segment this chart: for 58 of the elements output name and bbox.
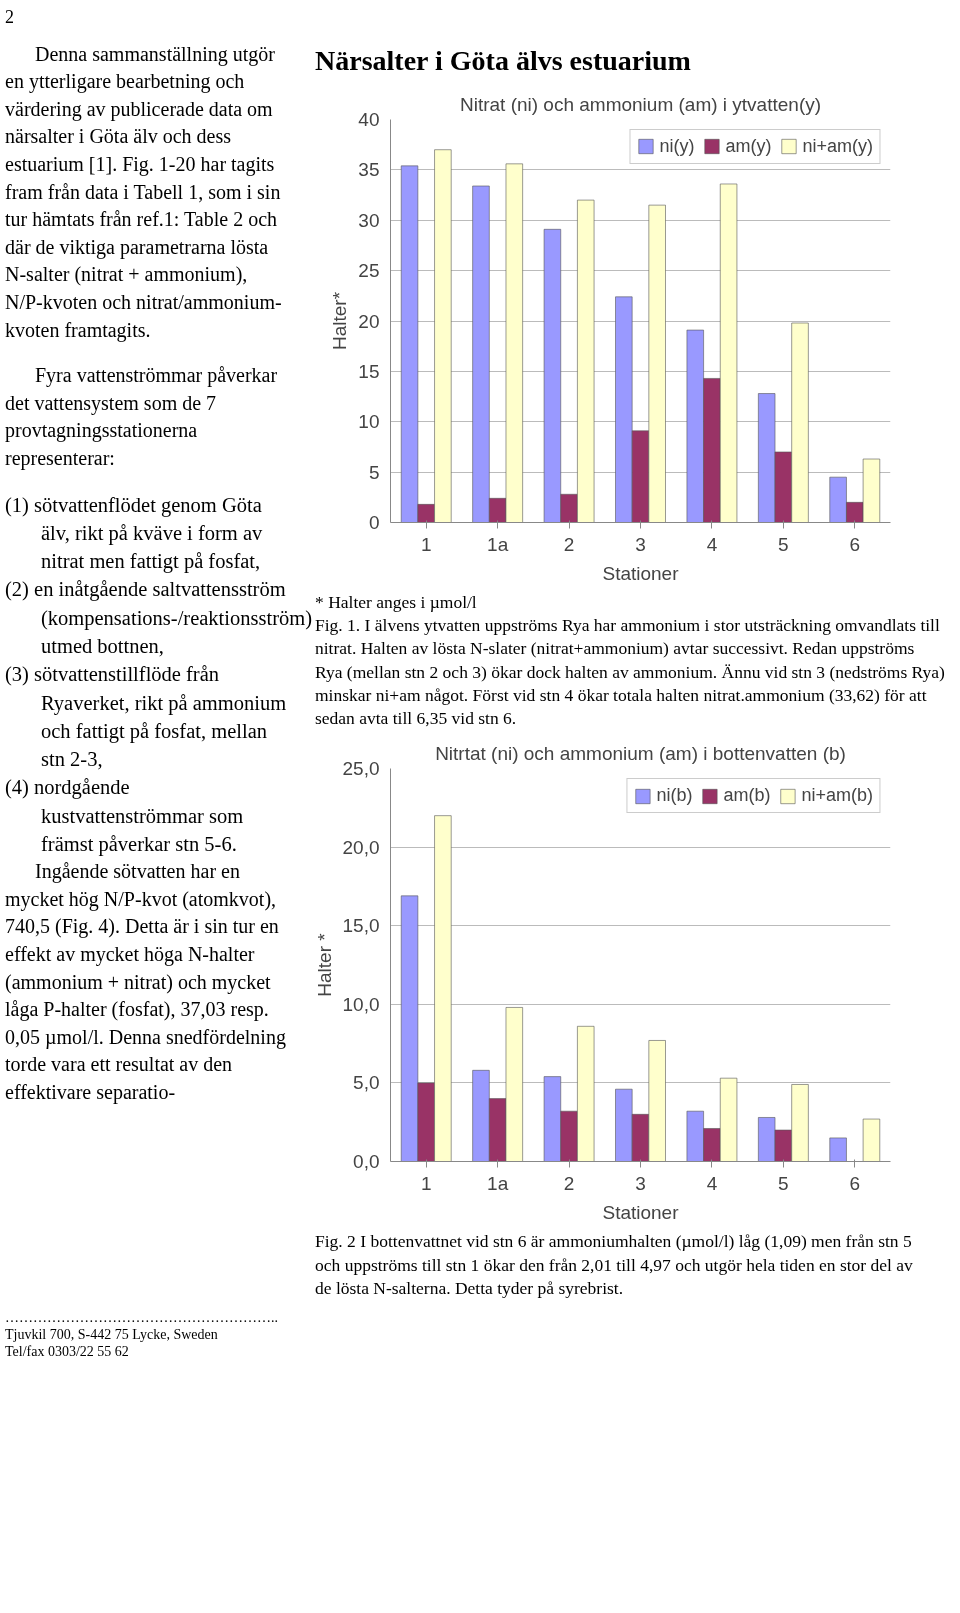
legend-label: ni(y) [659,135,695,157]
text: (1) sötvattenflödet genom Göta älv, rikt på kväve i form av nitrat men fattigt på fosfat, [5,492,264,575]
y-tick-label: 20 [358,310,380,332]
y-tick-label: 5 [368,461,380,483]
y-tick-label: 20,0 [342,836,380,858]
y-axis-title: Halter * [313,933,335,997]
y-tick-label: 0,0 [353,1151,380,1173]
chart-title: Nitrtat (ni) och ammonium (am) i bottenvatten (b) [435,742,846,764]
text: Denna sammanställning utgör en ytterligare bearbetning och värdering av publicerade data om närsalter i Göta älv och dess estuarium [1]. Fig. 1-20 har tagits fram från data i Tabell 1, som i sin tur hämtats från ref.1: Table 2 och där de viktiga parametrarna lösta N-salter (nitrat + ammonium), N/P-kvoten och nitrat/ammonium-kvoten framtagits. [5,42,282,341]
y-tick-label: 25,0 [342,758,380,780]
y-tick-label: 0 [368,511,380,533]
text: Tel/fax 0303/22 55 62 [5,1343,130,1361]
legend-label: ni(b) [656,785,693,807]
x-tick-label: 1 [420,1172,432,1194]
y-tick-label: 5,0 [353,1072,380,1094]
y-tick-label: 40 [358,108,380,130]
text: * Halter anges i µmol/l [315,590,478,614]
x-tick-label: 2 [563,1172,575,1194]
x-tick-label: 1a [487,533,509,555]
y-tick-label: 30 [358,209,380,231]
legend-label: ni+am(b) [801,785,873,807]
x-tick-label: 4 [706,533,718,555]
text: (4) nordgående kustvattenströmmar som främst påverkar stn 5-6. [5,775,245,858]
text: (3) sötvattenstillflöde från Ryaverket, rikt på ammonium och fattigt på fosfat, mellan stn 2-3, [5,662,287,773]
text: Tjuvkil 700, S-442 75 Lycke, Sweden [5,1326,219,1344]
y-tick-label: 35 [358,159,380,181]
x-tick-label: 2 [563,533,575,555]
x-tick-label: 3 [635,1172,646,1194]
bar [829,1137,847,1162]
text: (2) en inåtgående saltvattensström (kompensations-/reaktionsström) utmed bottnen, [5,577,313,659]
x-tick-label: 5 [778,1172,789,1194]
legend-label: ni+am(y) [802,135,873,157]
y-tick-label: 25 [358,259,380,281]
legend-label: am(y) [725,135,772,157]
x-tick-label: 6 [849,1172,861,1194]
x-tick-label: 3 [635,533,646,555]
y-tick-label: 10,0 [342,994,380,1016]
text: ………………………………………………….. [5,1310,278,1327]
x-tick-label: 1a [487,1172,509,1194]
chart-title: Nitrat (ni) och ammonium (am) i ytvatten(y) [459,93,822,115]
text: 2 [5,6,14,29]
y-tick-label: 15,0 [342,915,380,937]
text: Fyra vattenströmmar påverkar det vattensystem som de 7 provtagningsstationerna representerar: [5,363,279,472]
caption: Fig. 2 I bottenvattnet vid stn 6 är ammoniumhalten (µmol/l) låg (1,09) men från stn 5 och uppströms till stn 1 ökar den från 2,01 till 4,97 och utgör hela tiden en stor del av de lösta N-salterna. Detta tyder på syrebrist. [315,1230,914,1300]
y-tick-label: 10 [358,410,380,432]
caption: Fig. 1. I älvens ytvatten uppströms Rya har ammonium i stor utsträckning omvandlats till nitrat. Halten av lösta N-slater (nitrat+ammonium) avtar successivt. Redan uppströms Rya (mellan stn 2 och 3) ökar dock halten av ammonium. Ännu vid stn 3 (nedströms Rya) minskar ni+am något. Först vid stn 4 ökar totala halten nitrat.ammonium (33,62) för att sedan avta till 6,35 vid stn 6. [315,613,945,731]
x-tick-label: 5 [778,533,789,555]
y-tick-label: 15 [358,360,380,382]
x-tick-label: 4 [706,1172,718,1194]
x-axis-title: Stationer [602,562,680,584]
legend-label: am(b) [723,785,771,807]
text: Närsalter i Göta älvs estuarium [315,43,691,78]
text: Ingående sötvatten har en mycket hög N/P-kvot (atomkvot), 740,5 (Fig. 4). Detta är i sin tur en effekt av mycket höga N-halter (ammonium + nitrat) och mycket låga P-halter (fosfat), 37,03 resp. 0,05 µmol/l. Denna snedfördelning torde vara ett resultat av den effektivare separatio- [5,860,286,1104]
x-tick-label: 1 [420,533,432,555]
x-tick-label: 6 [849,533,861,555]
y-axis-title: Halter* [329,291,351,350]
bar [862,1119,881,1162]
x-axis-title: Stationer [602,1201,680,1223]
